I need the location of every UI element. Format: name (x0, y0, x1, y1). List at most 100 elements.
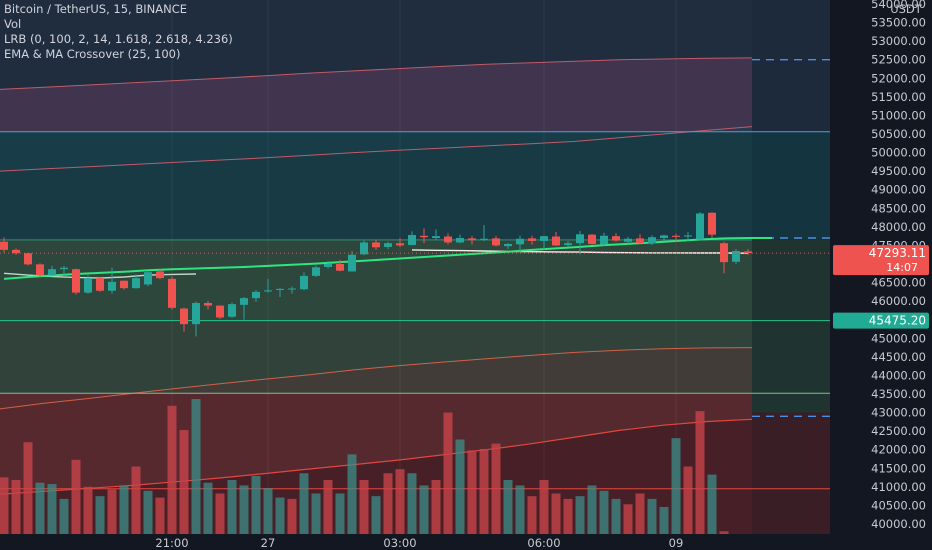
candle-body (204, 303, 212, 306)
candle-body (732, 251, 740, 262)
candle-body (684, 235, 692, 237)
candle-body (360, 242, 368, 255)
volume-bar (707, 474, 717, 534)
candle-body (396, 243, 404, 246)
time-axis (0, 534, 832, 550)
candle-body (48, 269, 56, 276)
level-badge (833, 312, 929, 329)
volume-bar (455, 439, 465, 534)
band-zone-mid (0, 239, 752, 321)
volume-bar (251, 475, 261, 534)
candle-body (408, 235, 416, 246)
legend-lrb[interactable]: LRB (0, 100, 2, 14, 1.618, 2.618, 4.236) (4, 32, 233, 46)
volume-bar (599, 490, 609, 534)
volume-bar (71, 459, 81, 534)
volume-bar (227, 480, 237, 534)
volume-bar (215, 493, 225, 534)
volume-bar (719, 531, 729, 534)
candle-body (708, 212, 716, 235)
price-tick-label: 54000.00 (871, 0, 926, 11)
volume-bar (275, 497, 285, 534)
price-tick-label: 40500.00 (871, 498, 926, 512)
future-zone-bottom (752, 412, 830, 534)
volume-bar (671, 438, 681, 534)
volume-bar (443, 412, 453, 534)
volume-bar (611, 498, 621, 534)
volume-bar (371, 496, 381, 534)
candle-body (372, 242, 380, 248)
price-tick-label: 48000.00 (871, 220, 926, 234)
price-tick-label: 50000.00 (871, 146, 926, 160)
volume-bar (527, 496, 537, 534)
volume-bar (287, 498, 297, 534)
candle-body (96, 278, 104, 291)
candle-body (624, 238, 632, 242)
price-tick-label: 41500.00 (871, 461, 926, 475)
candle-body (588, 234, 596, 244)
candle-body (300, 275, 308, 290)
future-zone-teal (752, 131, 830, 240)
future-zone-mid (752, 239, 830, 413)
volume-bar (659, 507, 669, 534)
price-tick-label: 48500.00 (871, 201, 926, 215)
candle-body (516, 238, 524, 245)
candle-body (240, 298, 248, 305)
candle-body (552, 236, 560, 246)
price-tick-label: 41000.00 (871, 480, 926, 494)
price-tick-label: 42500.00 (871, 424, 926, 438)
candle-body (540, 236, 548, 241)
price-tick-label: 49500.00 (871, 164, 926, 178)
legend-symbol[interactable]: Bitcoin / TetherUS, 15, BINANCE (4, 2, 187, 16)
volume-bar (11, 480, 21, 534)
band-zone-top (0, 0, 752, 90)
band-line-top-lower (0, 126, 753, 172)
volume-bar (311, 493, 321, 534)
volume-bar (239, 485, 249, 534)
volume-bar (515, 485, 525, 534)
price-tick-label: 49000.00 (871, 183, 926, 197)
candle-body (600, 235, 608, 245)
volume-bar (563, 498, 573, 534)
volume-bar (59, 498, 69, 534)
price-tick-label: 44500.00 (871, 350, 926, 364)
volume-bar (395, 469, 405, 534)
volume-bar (467, 450, 477, 534)
last-price-label: 47293.11 (869, 246, 926, 260)
price-tick-label: 43500.00 (871, 387, 926, 401)
candle-body (336, 264, 344, 271)
price-tick-label: 40000.00 (871, 517, 926, 531)
candle-body (108, 281, 116, 291)
price-tick-label: 44000.00 (871, 368, 926, 382)
candle-body (384, 243, 392, 247)
candle-body (24, 253, 32, 265)
candle-body (180, 308, 188, 325)
volume-bar (35, 482, 45, 534)
price-tick-label: 42000.00 (871, 443, 926, 457)
candle-body (72, 269, 80, 293)
time-tick-label: 09 (669, 536, 684, 550)
candle-body (60, 267, 68, 270)
candle-body (660, 235, 668, 238)
candle-body (192, 303, 200, 325)
legend-volume[interactable]: Vol (4, 17, 22, 31)
candle-body (576, 234, 584, 244)
volume-bar (635, 493, 645, 534)
volume-bar (263, 488, 273, 534)
candle-body (264, 290, 272, 292)
volume-bar (647, 498, 657, 534)
candle-body (480, 238, 488, 240)
volume-bar (359, 480, 369, 534)
volume-bar (323, 480, 333, 534)
candle-body (420, 235, 428, 238)
volume-bar (167, 405, 177, 534)
volume-bar (143, 490, 153, 534)
volume-bar (179, 430, 189, 534)
volume-bar (119, 485, 129, 534)
volume-bar (47, 484, 57, 534)
legend-ema-ma[interactable]: EMA & MA Crossover (25, 100) (4, 47, 181, 61)
price-tick-label: 51000.00 (871, 108, 926, 122)
volume-bar (419, 485, 429, 534)
volume-bar (683, 466, 693, 534)
